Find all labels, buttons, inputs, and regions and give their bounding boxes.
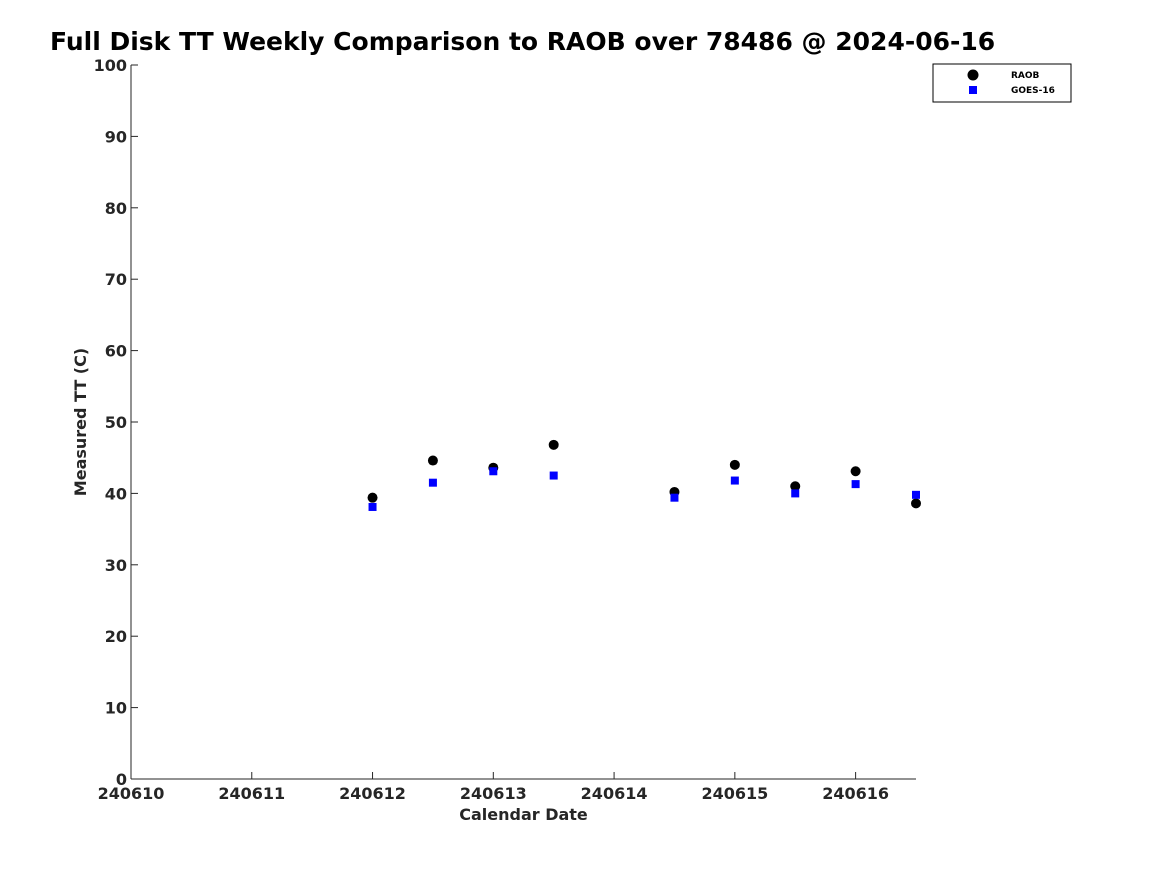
y-tick-label: 80 [105, 199, 127, 218]
goes-16-point [851, 480, 860, 489]
y-tick-label: 90 [105, 127, 127, 146]
legend-marker-1 [969, 86, 977, 94]
y-tick-label: 60 [105, 342, 127, 361]
goes-16-point [730, 476, 739, 485]
raob-point [850, 466, 861, 477]
x-tick-label: 240611 [218, 784, 285, 803]
y-tick-label: 10 [105, 699, 127, 718]
y-tick-label: 100 [94, 56, 127, 75]
raob-point [367, 492, 378, 503]
goes-16-point [791, 489, 800, 498]
x-tick-label: 240613 [460, 784, 527, 803]
x-tick-label: 240610 [98, 784, 165, 803]
x-tick-label: 240615 [701, 784, 768, 803]
x-tick-label: 240614 [581, 784, 648, 803]
raob-point [729, 459, 740, 470]
x-tick-label: 240616 [822, 784, 889, 803]
raob-point [548, 439, 559, 450]
x-axis-label: Calendar Date [459, 805, 588, 824]
raob-point [790, 481, 801, 492]
y-tick-label: 20 [105, 627, 127, 646]
goes-16-point [912, 490, 920, 499]
raob-point [911, 498, 921, 509]
goes-16-point [368, 502, 377, 511]
goes-16-point [489, 467, 498, 476]
legend-label: RAOB [1011, 71, 1040, 81]
y-tick-label: 40 [105, 484, 127, 503]
raob-point [427, 455, 438, 466]
x-tick-label: 240612 [339, 784, 406, 803]
goes-16-point [670, 493, 679, 502]
legend-marker-0 [967, 69, 979, 81]
y-axis-label: Measured TT (C) [71, 348, 90, 496]
legend: RAOB GOES-16 [932, 63, 1072, 103]
y-tick-label: 30 [105, 556, 127, 575]
goes-16-point [428, 478, 437, 487]
legend-label: GOES-16 [1011, 86, 1055, 96]
chart-title: Full Disk TT Weekly Comparison to RAOB o… [50, 27, 996, 56]
axes [130, 65, 916, 780]
goes-16-point [549, 471, 558, 480]
y-tick-label: 0 [116, 770, 127, 789]
data-marks [367, 439, 921, 511]
y-tick-label: 70 [105, 270, 127, 289]
x-ticks: 240610 240611 240612 240613 240614 240615 2406… [98, 772, 889, 803]
y-ticks: 0 10 20 30 40 50 60 70 80 90 100 [94, 56, 138, 789]
legend-box [932, 63, 1072, 103]
y-tick-label: 50 [105, 413, 127, 432]
